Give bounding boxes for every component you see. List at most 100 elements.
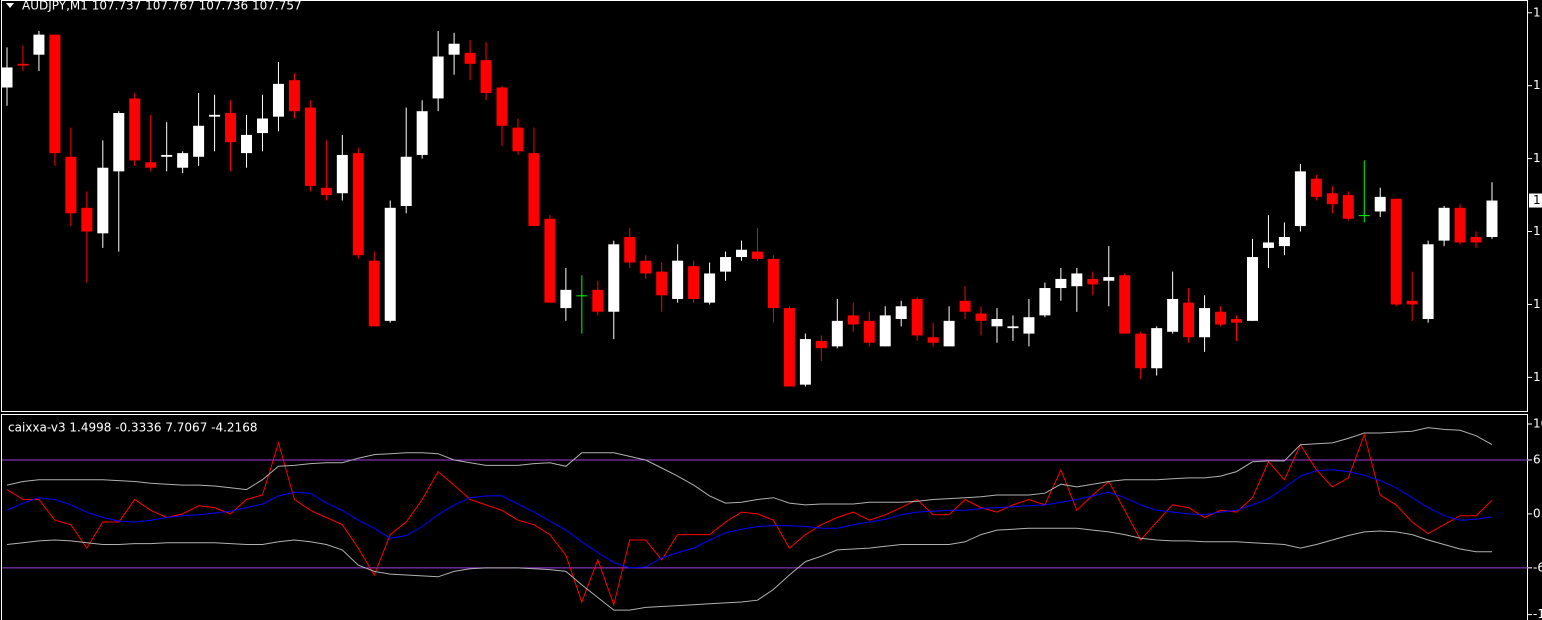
- candle-body: [1087, 278, 1099, 285]
- indicator-title: caixxa-v3 1.4998 -0.3336 7.7067 -4.2168: [8, 421, 257, 435]
- y-tick-label: 6: [1533, 452, 1541, 466]
- candle-body: [1406, 300, 1418, 305]
- candle-body: [783, 308, 795, 387]
- indicator-frame: [1, 414, 1528, 620]
- y-tick-label: 1: [1533, 224, 1541, 238]
- candle-body: [416, 111, 428, 155]
- candle-body: [113, 113, 125, 172]
- y-tick-label: 1: [1533, 78, 1541, 92]
- candle-body: [33, 34, 45, 55]
- candle-body: [17, 63, 29, 66]
- candle-body: [512, 127, 524, 152]
- candle-body: [815, 340, 827, 349]
- candle-body: [720, 257, 732, 272]
- y-tick-label: -6: [1533, 560, 1542, 574]
- candle-body: [1135, 333, 1147, 369]
- candle-body: [336, 154, 348, 194]
- candle-body: [672, 260, 684, 299]
- main-frame: [1, 0, 1528, 412]
- candle-body: [272, 83, 284, 117]
- candle-body: [464, 52, 476, 64]
- candle-body: [49, 34, 61, 154]
- candle-body: [368, 260, 380, 327]
- candle-body: [448, 43, 460, 55]
- y-tick-label: 1: [1533, 151, 1541, 165]
- indicator-line: [6, 433, 1493, 607]
- candle-body: [65, 156, 77, 214]
- chart-title: AUDJPY,M1 107.737 107.767 107.736 107.75…: [22, 0, 302, 13]
- candle-body: [480, 60, 492, 93]
- candle-body: [1167, 298, 1179, 332]
- candle-body: [1246, 257, 1258, 321]
- candle-body: [1039, 288, 1051, 316]
- menu-arrow[interactable]: [6, 3, 14, 8]
- y-tick-label: -1: [1533, 607, 1542, 620]
- y-tick-label: 1: [1533, 297, 1541, 311]
- candle-body: [624, 236, 636, 263]
- candle-body: [1183, 302, 1195, 338]
- candle-body: [1215, 311, 1227, 325]
- candle-body: [97, 167, 109, 234]
- candle-body: [991, 319, 1003, 327]
- candle-body: [145, 162, 157, 168]
- candle-body: [1151, 328, 1163, 369]
- candle-body: [704, 273, 716, 303]
- candle-body: [959, 300, 971, 312]
- candle-body: [1342, 195, 1354, 219]
- candle-body: [1055, 278, 1067, 289]
- indicator-line: [6, 469, 1493, 569]
- candle-body: [241, 134, 253, 154]
- candle-body: [1486, 200, 1498, 237]
- candle-body: [1454, 207, 1466, 243]
- candle-body: [1023, 317, 1035, 334]
- candle-body: [432, 56, 444, 99]
- candle-body: [640, 260, 652, 274]
- candle-body: [592, 289, 604, 312]
- candle-body: [608, 244, 620, 312]
- y-tick-label: 0.: [1533, 506, 1542, 520]
- candle-body: [496, 87, 508, 126]
- candle-body: [193, 125, 205, 157]
- candle-body: [927, 337, 939, 343]
- candle-body: [320, 187, 332, 196]
- candle-body: [975, 313, 987, 321]
- candle-body: [1231, 319, 1243, 323]
- candle-body: [736, 249, 748, 258]
- indicator-line: [6, 527, 1493, 611]
- candle-body: [831, 320, 843, 347]
- candle-body: [256, 118, 268, 134]
- indicator-line: [6, 427, 1493, 506]
- candle-body: [384, 207, 396, 321]
- candle-body: [1358, 215, 1370, 217]
- candle-body: [847, 315, 859, 325]
- candle-body: [1470, 236, 1482, 243]
- candle-body: [352, 153, 364, 256]
- candle-body: [177, 153, 189, 168]
- candle-body: [544, 218, 556, 303]
- candle-body: [576, 295, 588, 297]
- price-marker-label: 1: [1533, 193, 1541, 207]
- candle-body: [1007, 326, 1019, 329]
- candle-body: [1326, 193, 1338, 205]
- candle-body: [1071, 273, 1083, 287]
- candle-body: [1103, 277, 1115, 281]
- candle-body: [1374, 196, 1386, 212]
- candle-body: [1310, 178, 1322, 197]
- candle-body: [656, 271, 668, 296]
- candle-body: [1390, 198, 1402, 305]
- candle-body: [879, 315, 891, 347]
- y-tick-label: 10: [1533, 416, 1542, 430]
- candle-body: [911, 298, 923, 336]
- candle-body: [288, 80, 300, 112]
- candle-body: [767, 258, 779, 309]
- candle-body: [895, 306, 907, 320]
- candle-body: [560, 289, 572, 309]
- price-marker: [1529, 193, 1542, 208]
- candle-body: [209, 114, 221, 117]
- candle-body: [1438, 207, 1450, 241]
- candle-body: [1294, 171, 1306, 227]
- y-tick-label: 1: [1533, 5, 1541, 19]
- candle-body: [751, 251, 763, 259]
